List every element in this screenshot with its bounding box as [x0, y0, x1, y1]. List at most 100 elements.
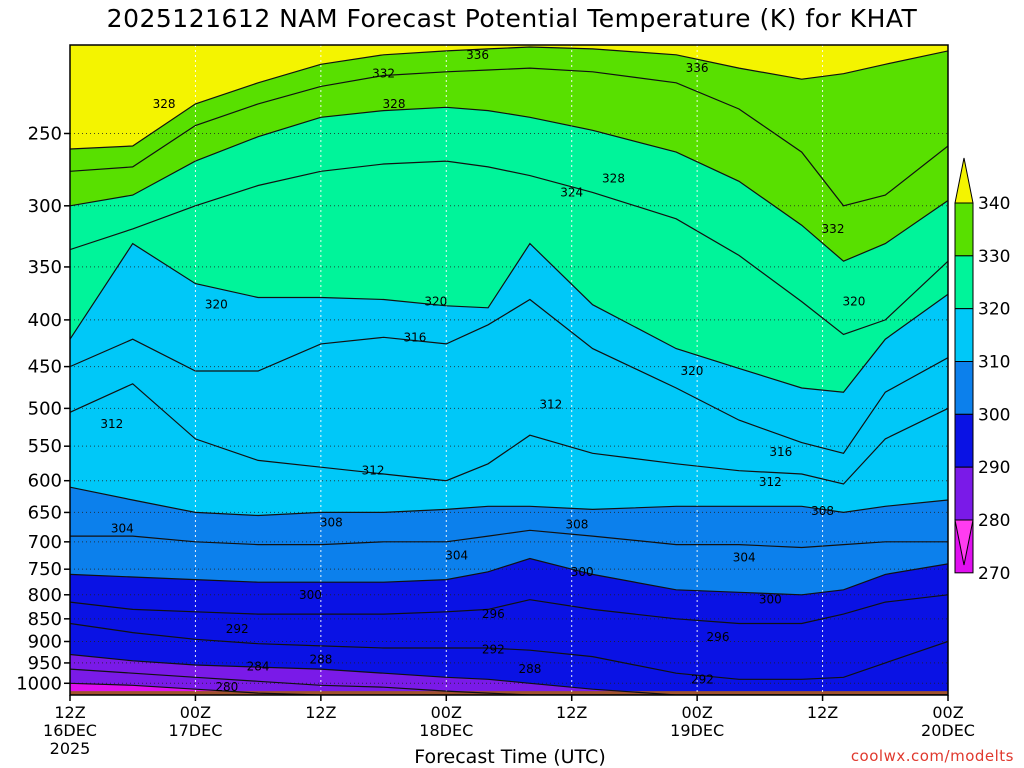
contour-label-292: 292: [691, 672, 714, 686]
colorbar-top-arrow: [954, 157, 974, 204]
y-tick-label-900: 900: [28, 632, 62, 653]
plot-area: 336 336 332 328 328 328 332 324 320 320 320 316 320 3…: [70, 45, 948, 695]
y-tick-label-600: 600: [28, 471, 62, 492]
y-tick-label-650: 650: [28, 502, 62, 523]
contour-320K: [70, 242, 948, 393]
colorbar-swatch-300: [954, 413, 974, 468]
colorbar-labels: 340 330 320 310 300 290 280 270: [978, 194, 1010, 584]
contour-label-332: 332: [822, 222, 845, 236]
contour-label-296: 296: [707, 630, 730, 644]
colorbar-label-290: 290: [978, 458, 1010, 478]
y-tick-label-450: 450: [28, 357, 62, 378]
contour-328K: [70, 106, 948, 262]
contour-label-284: 284: [247, 659, 270, 673]
colorbar-label-300: 300: [978, 405, 1010, 425]
contour-308K: [70, 486, 948, 517]
colorbar-label-310: 310: [978, 353, 1010, 373]
colorbar-label-320: 320: [978, 300, 1010, 320]
x-tick-year-0: 2025: [50, 739, 91, 758]
credit-text[interactable]: coolwx.com/modelts: [850, 747, 1014, 765]
x-tick-label-48: 12Z: [556, 703, 587, 722]
terrain-band: [70, 691, 948, 695]
contour-label-312: 312: [362, 464, 385, 478]
contour-280K: [70, 682, 948, 695]
contour-label-316: 316: [403, 330, 426, 344]
contour-label-304: 304: [111, 522, 134, 536]
contour-label-292: 292: [482, 642, 505, 656]
contour-label-320: 320: [680, 364, 703, 378]
y-tick-label-1000: 1000: [16, 673, 62, 694]
contour-324K: [70, 160, 948, 336]
contour-label-312: 312: [100, 417, 123, 431]
colorbar-label-270: 270: [978, 564, 1010, 584]
contour-label-328: 328: [383, 97, 406, 111]
colorbar-label-280: 280: [978, 511, 1010, 531]
y-tick-label-700: 700: [28, 532, 62, 553]
x-tick-label-36: 00Z: [431, 703, 462, 722]
y-tick-label-800: 800: [28, 585, 62, 606]
contour-label-332: 332: [372, 67, 395, 81]
contour-label-308: 308: [320, 516, 343, 530]
colorbar-swatch-340: [954, 202, 974, 257]
contour-label-336: 336: [686, 61, 709, 75]
y-tick-label-550: 550: [28, 436, 62, 457]
contour-label-312: 312: [539, 397, 562, 411]
colorbar-swatch-310: [954, 361, 974, 415]
y-tick-label-750: 750: [28, 559, 62, 580]
contour-288K: [70, 653, 948, 695]
contour-312K: [70, 383, 948, 485]
contour-292K: [70, 622, 948, 680]
colorbar-swatch-320: [954, 308, 974, 362]
plot-frame: [69, 44, 949, 696]
colorbar-label-340: 340: [978, 194, 1010, 214]
contour-label-280: 280: [215, 680, 238, 694]
contour-label-312: 312: [759, 475, 782, 489]
contour-label-288: 288: [309, 653, 332, 667]
contour-304K: [70, 529, 948, 549]
contour-labels: 336 336 332 328 328 328 332 324 320 320 320 316 320 3…: [100, 48, 865, 694]
x-tick-label-12: 00Z: [180, 703, 211, 722]
y-tick-label-350: 350: [28, 257, 62, 278]
contour-label-324: 324: [560, 185, 583, 199]
contour-label-300: 300: [759, 593, 782, 607]
colorbar: 340 330 320 310 300 290 280 270: [954, 157, 1010, 584]
colorbar-swatch-330: [954, 255, 974, 310]
contour-label-320: 320: [842, 295, 865, 309]
x-tick-date-36: 18DEC: [419, 721, 473, 740]
contour-label-308: 308: [811, 504, 834, 518]
contour-label-328: 328: [153, 97, 176, 111]
contour-label-304: 304: [733, 550, 756, 564]
x-tick-label-84: 00Z: [932, 703, 963, 722]
y-tick-label-300: 300: [28, 196, 62, 217]
x-tick-date-0: 16DEC: [43, 721, 97, 740]
contour-332K: [70, 67, 948, 207]
contour-label-288: 288: [518, 662, 541, 676]
colorbar-bottom-arrow: [954, 519, 974, 566]
colorbar-label-330: 330: [978, 247, 1010, 267]
vertical-grid: [194, 45, 824, 695]
contour-label-328: 328: [602, 171, 625, 185]
contour-label-308: 308: [565, 518, 588, 532]
contour-300K: [70, 557, 948, 596]
y-axis: 250 300 350 400 450 500 550 600 650 700 750 800 8509…: [16, 124, 70, 694]
x-tick-label-24: 12Z: [305, 703, 336, 722]
contour-336K: [70, 46, 948, 150]
contour-284K: [70, 668, 948, 695]
x-tick-label-60: 00Z: [681, 703, 712, 722]
x-tick-date-60: 19DEC: [670, 721, 724, 740]
x-axis-label: Forecast Time (UTC): [414, 746, 606, 768]
chart-title: 2025121612 NAM Forecast Potential Temper…: [106, 4, 918, 33]
contour-label-296: 296: [482, 607, 505, 621]
colorbar-swatch-290: [954, 466, 974, 521]
x-tick-date-12: 17DEC: [168, 721, 222, 740]
y-tick-label-850: 850: [28, 609, 62, 630]
y-tick-label-500: 500: [28, 398, 62, 419]
y-tick-label-400: 400: [28, 310, 62, 331]
x-tick-label-0: 12Z: [54, 703, 85, 722]
y-tick-label-250: 250: [28, 124, 62, 145]
x-tick-date-84: 20DEC: [921, 721, 975, 740]
band-284K: [70, 669, 948, 695]
contour-label-304: 304: [445, 549, 468, 563]
contour-296K: [70, 594, 948, 625]
